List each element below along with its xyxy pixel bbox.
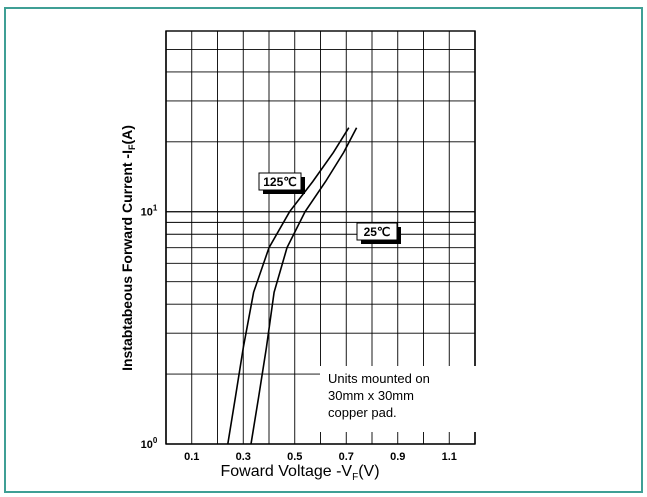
x-axis-label: Foward Voltage -VF(V) — [220, 463, 379, 483]
y-tick-label: 100 — [141, 436, 158, 451]
series-label-125c: 125℃ — [263, 175, 297, 189]
series-label-25c: 25℃ — [364, 225, 391, 239]
series-label-25c-box — [356, 222, 398, 241]
note-box — [320, 366, 476, 432]
series-line-125c — [227, 127, 350, 445]
x-tick-label: 0.3 — [236, 451, 251, 463]
x-tick-label: 0.5 — [287, 451, 302, 463]
annotation-line: 30mm x 30mm — [328, 388, 414, 403]
series-label-125c-box — [258, 172, 302, 191]
x-tick-label: 0.1 — [184, 451, 199, 463]
x-tick-label: 1.1 — [442, 451, 457, 463]
plot-area-border — [165, 30, 476, 445]
annotation-line: copper pad. — [328, 405, 397, 420]
y-axis-label: Instabtabeous Forward Current -IF(A) — [119, 125, 137, 371]
x-tick-label: 0.9 — [390, 451, 405, 463]
series-line-25c — [250, 127, 358, 445]
x-tick-label: 0.7 — [339, 451, 354, 463]
y-tick-label: 101 — [141, 204, 158, 219]
annotation-line: Units mounted on — [328, 371, 430, 386]
